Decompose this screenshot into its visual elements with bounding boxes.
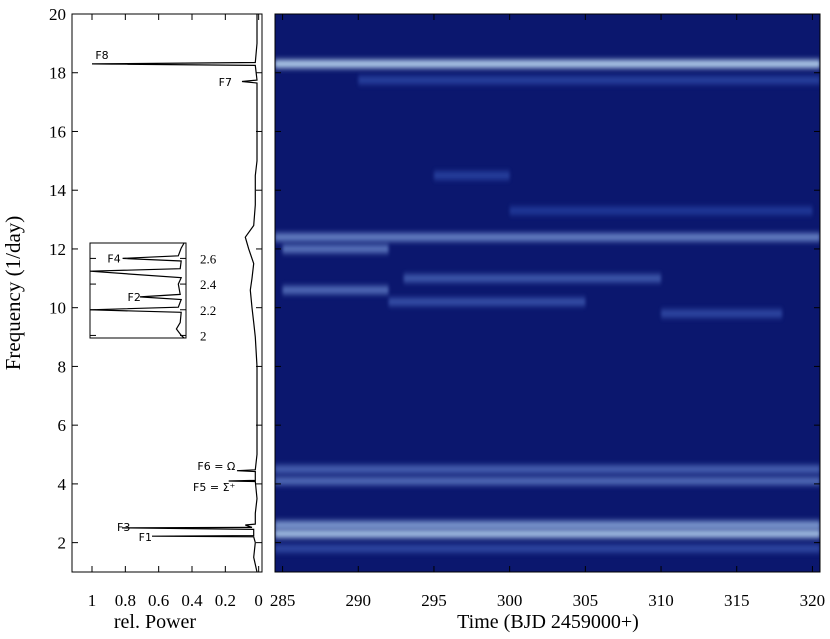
ridge — [275, 529, 820, 538]
ridge — [509, 206, 813, 215]
y-tick-label: 8 — [58, 357, 67, 376]
x-axis-label: rel. Power — [114, 611, 197, 633]
spectrum-line — [89, 242, 185, 339]
ridge — [388, 297, 586, 306]
ridge — [282, 286, 389, 295]
ridge — [275, 476, 820, 485]
y-tick-label: 14 — [49, 181, 67, 200]
y-tick-label: 2 — [58, 534, 67, 553]
plot-frame — [274, 13, 821, 573]
ridge — [275, 233, 820, 242]
peak-label: F7 — [219, 76, 232, 89]
peak-label: F1 — [139, 531, 152, 544]
x-tick-label: 0.8 — [115, 591, 136, 610]
plot-frame — [71, 13, 263, 573]
x-tick-label: 0.2 — [215, 591, 236, 610]
ridge — [358, 76, 820, 85]
peak-label: F6 = Ω — [197, 460, 235, 473]
x-tick-label: 295 — [421, 591, 447, 610]
y-tick-label: 6 — [58, 416, 67, 435]
y-tick-label: 10 — [49, 299, 66, 318]
x-tick-label: 1 — [88, 591, 97, 610]
y-tick-label: 2.2 — [200, 303, 216, 318]
y-tick-label: 20 — [49, 5, 66, 24]
ridge — [275, 544, 820, 553]
x-tick-label: 0.4 — [181, 591, 203, 610]
ridges — [275, 59, 820, 553]
ridge — [433, 171, 510, 180]
ridge — [282, 244, 389, 253]
ridge — [275, 521, 820, 530]
ridge — [403, 274, 662, 283]
x-tick-label: 300 — [497, 591, 523, 610]
x-tick-label: 0.6 — [148, 591, 169, 610]
x-tick-label: 290 — [346, 591, 372, 610]
x-tick-label: 285 — [270, 591, 296, 610]
ridge — [275, 465, 820, 474]
x-tick-label: 0 — [254, 591, 263, 610]
x-axis-label: Time (BJD 2459000+) — [457, 611, 639, 633]
peak-label: F3 — [117, 521, 130, 534]
y-tick-label: 12 — [49, 240, 66, 259]
y-tick-label: 2 — [200, 328, 207, 343]
x-tick-label: 320 — [800, 591, 826, 610]
x-tick-label: 315 — [724, 591, 750, 610]
y-tick-label: 4 — [58, 475, 67, 494]
peak-label: F2 — [128, 291, 141, 304]
peak-label: F5 = Σ⁺ — [193, 481, 235, 494]
y-tick-label: 2.4 — [200, 277, 217, 292]
x-tick-label: 305 — [573, 591, 599, 610]
y-tick-label: 16 — [49, 122, 66, 141]
peak-label: F4 — [107, 252, 120, 265]
x-tick-label: 310 — [648, 591, 674, 610]
ridge — [275, 59, 820, 68]
y-tick-label: 2.6 — [200, 251, 217, 266]
plot-frame — [89, 242, 187, 339]
y-axis-label: Frequency (1/day) — [1, 216, 25, 371]
y-tick-label: 18 — [49, 64, 66, 83]
peak-label: F8 — [95, 49, 108, 62]
ridge — [661, 309, 783, 318]
